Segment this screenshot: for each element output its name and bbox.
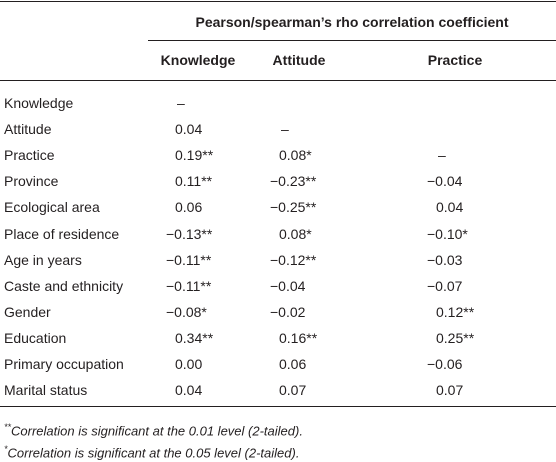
row-label: Gender xyxy=(4,303,51,320)
row-label: Attitude xyxy=(4,121,52,138)
cell: −0.11** xyxy=(166,277,212,294)
row-label: Knowledge xyxy=(4,95,74,111)
row-label: Caste and ethnicity xyxy=(4,277,124,294)
footnote-mark: ** xyxy=(4,422,12,432)
cell: 0.06 xyxy=(175,199,203,216)
cell: 0.16** xyxy=(279,329,318,346)
top-rule xyxy=(0,1,556,2)
footnote-text: Correlation is significant at the 0.01 l… xyxy=(11,423,303,439)
bottom-rule xyxy=(0,406,556,407)
cell: 0.34** xyxy=(175,329,214,346)
cell: −0.25** xyxy=(270,199,317,216)
column-header: Knowledge xyxy=(160,52,236,68)
cell: 0.19** xyxy=(175,147,214,164)
cell: −0.11** xyxy=(166,251,212,268)
cell: – xyxy=(438,147,446,164)
column-header: Attitude xyxy=(272,52,326,68)
row-label: Age in years xyxy=(4,251,82,268)
cell: −0.13** xyxy=(166,225,213,242)
footnote: **Correlation is significant at the 0.01… xyxy=(4,419,303,439)
column-header: Practice xyxy=(427,52,483,68)
cell: 0.06 xyxy=(279,356,307,372)
cell: 0.25** xyxy=(436,329,475,346)
cell: −0.12** xyxy=(270,251,317,268)
header-rule xyxy=(148,40,556,41)
cell: 0.04 xyxy=(175,382,203,399)
row-label: Ecological area xyxy=(4,199,100,216)
cell: −0.06 xyxy=(427,356,463,372)
footnote-mark: * xyxy=(4,444,8,454)
cell: −0.04 xyxy=(270,277,306,294)
table-title: Pearson/spearman’s rho correlation coeff… xyxy=(195,14,509,30)
cell: 0.00 xyxy=(175,356,203,372)
row-label: Place of residence xyxy=(4,225,120,242)
cell: 0.04 xyxy=(175,121,203,138)
row-label: Practice xyxy=(4,147,55,164)
cell: 0.08* xyxy=(279,147,312,164)
cell: −0.10* xyxy=(427,225,468,242)
cell: −0.07 xyxy=(427,277,463,294)
cell: −0.23** xyxy=(270,173,317,190)
footnote-text: Correlation is significant at the 0.05 l… xyxy=(7,445,300,461)
row-label: Primary occupation xyxy=(4,356,124,372)
footnote: *Correlation is significant at the 0.05 … xyxy=(4,441,299,461)
cell: 0.11** xyxy=(175,173,213,190)
row-label: Province xyxy=(4,173,59,190)
cell: 0.12** xyxy=(436,303,475,320)
row-label: Education xyxy=(4,329,67,346)
cell: – xyxy=(177,95,185,111)
cell: −0.02 xyxy=(270,303,306,320)
cell: 0.07 xyxy=(279,382,307,399)
cell: −0.08* xyxy=(166,303,207,320)
column-rule xyxy=(0,80,556,81)
cell: 0.04 xyxy=(436,199,464,216)
cell: −0.04 xyxy=(427,173,463,190)
cell: 0.08* xyxy=(279,225,312,242)
row-label: Marital status xyxy=(4,382,88,399)
cell: – xyxy=(281,121,289,138)
cell: −0.03 xyxy=(427,251,463,268)
cell: 0.07 xyxy=(436,382,464,399)
